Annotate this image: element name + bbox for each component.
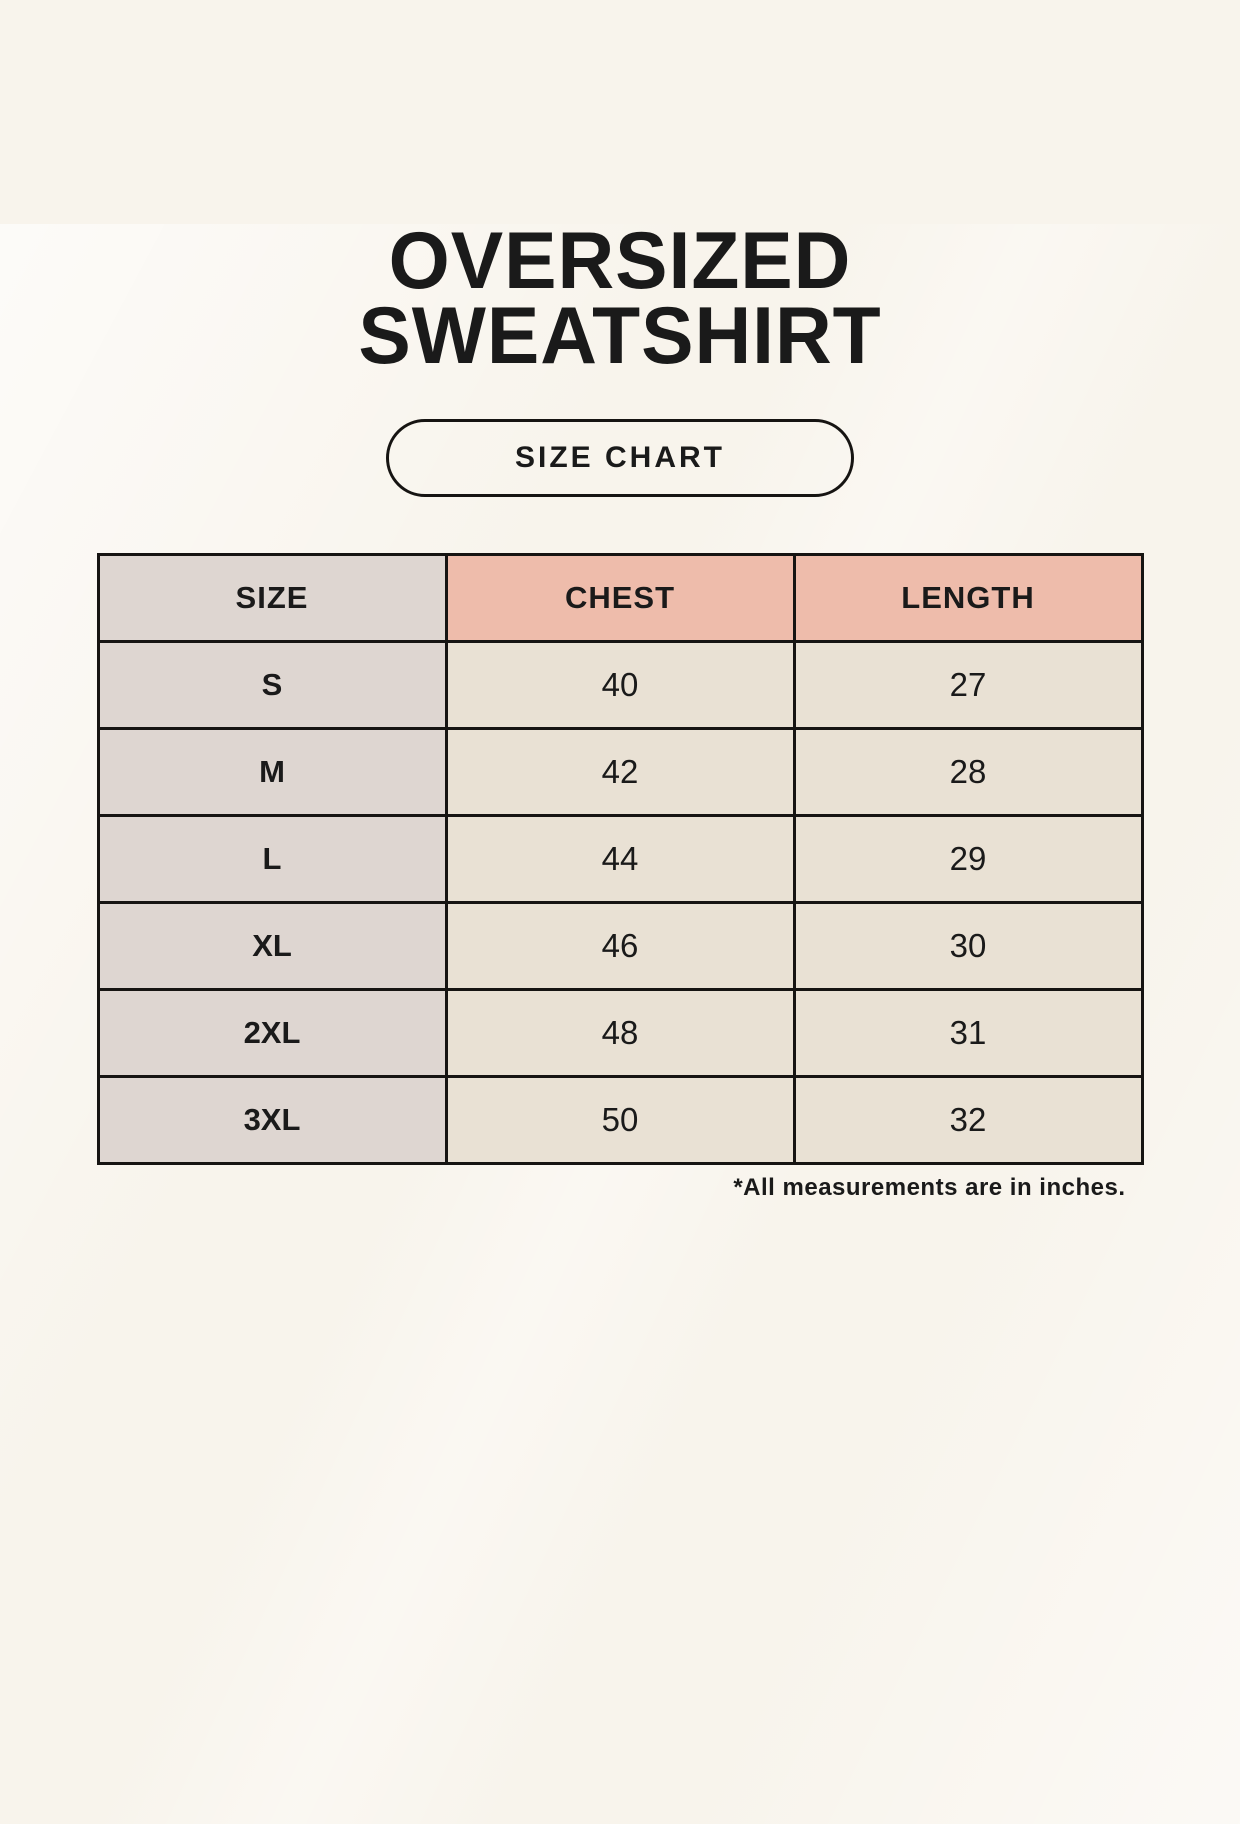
- table-row: 3XL 50 32: [96, 1074, 1144, 1165]
- table-row: M 42 28: [96, 726, 1144, 817]
- length-column-header: LENGTH: [792, 552, 1144, 643]
- size-chart-table: SIZE CHEST LENGTH S 40 27 M 42 28 L: [96, 552, 1144, 1165]
- size-chart-page: OVERSIZED SWEATSHIRT SIZE CHART SIZE CHE…: [0, 221, 1240, 1202]
- size-cell: XL: [96, 900, 448, 991]
- size-cell: S: [96, 639, 448, 730]
- table-row: S 40 27: [96, 639, 1144, 730]
- measurements-footnote: *All measurements are in inches.: [733, 1173, 1126, 1201]
- chest-cell: 46: [444, 900, 796, 991]
- size-cell: 2XL: [96, 987, 448, 1078]
- size-cell: 3XL: [96, 1074, 448, 1165]
- chest-cell: 50: [444, 1074, 796, 1165]
- table-row: XL 46 30: [96, 900, 1144, 991]
- size-cell: L: [96, 813, 448, 904]
- chest-cell: 44: [444, 813, 796, 904]
- table-row: 2XL 48 31: [96, 987, 1144, 1078]
- size-cell: M: [96, 726, 448, 817]
- page-title-line1: OVERSIZED: [388, 216, 852, 306]
- page-title: OVERSIZED SWEATSHIRT: [19, 221, 1222, 377]
- chest-cell: 42: [444, 726, 796, 817]
- size-chart-button[interactable]: SIZE CHART: [386, 418, 854, 497]
- size-column-header: SIZE: [96, 552, 448, 643]
- size-chart-table-container: SIZE CHEST LENGTH S 40 27 M 42 28 L: [96, 552, 1144, 1202]
- chest-column-header: CHEST: [444, 552, 796, 643]
- table-header-row: SIZE CHEST LENGTH: [96, 552, 1144, 643]
- chest-cell: 40: [444, 639, 796, 730]
- length-cell: 32: [792, 1074, 1144, 1165]
- chest-cell: 48: [444, 987, 796, 1078]
- length-cell: 31: [792, 987, 1144, 1078]
- length-cell: 28: [792, 726, 1144, 817]
- size-chart-button-container: SIZE CHART: [0, 418, 1240, 497]
- length-cell: 29: [792, 813, 1144, 904]
- page-title-line2: SWEATSHIRT: [358, 291, 882, 382]
- length-cell: 30: [792, 900, 1144, 991]
- length-cell: 27: [792, 639, 1144, 730]
- table-row: L 44 29: [96, 813, 1144, 904]
